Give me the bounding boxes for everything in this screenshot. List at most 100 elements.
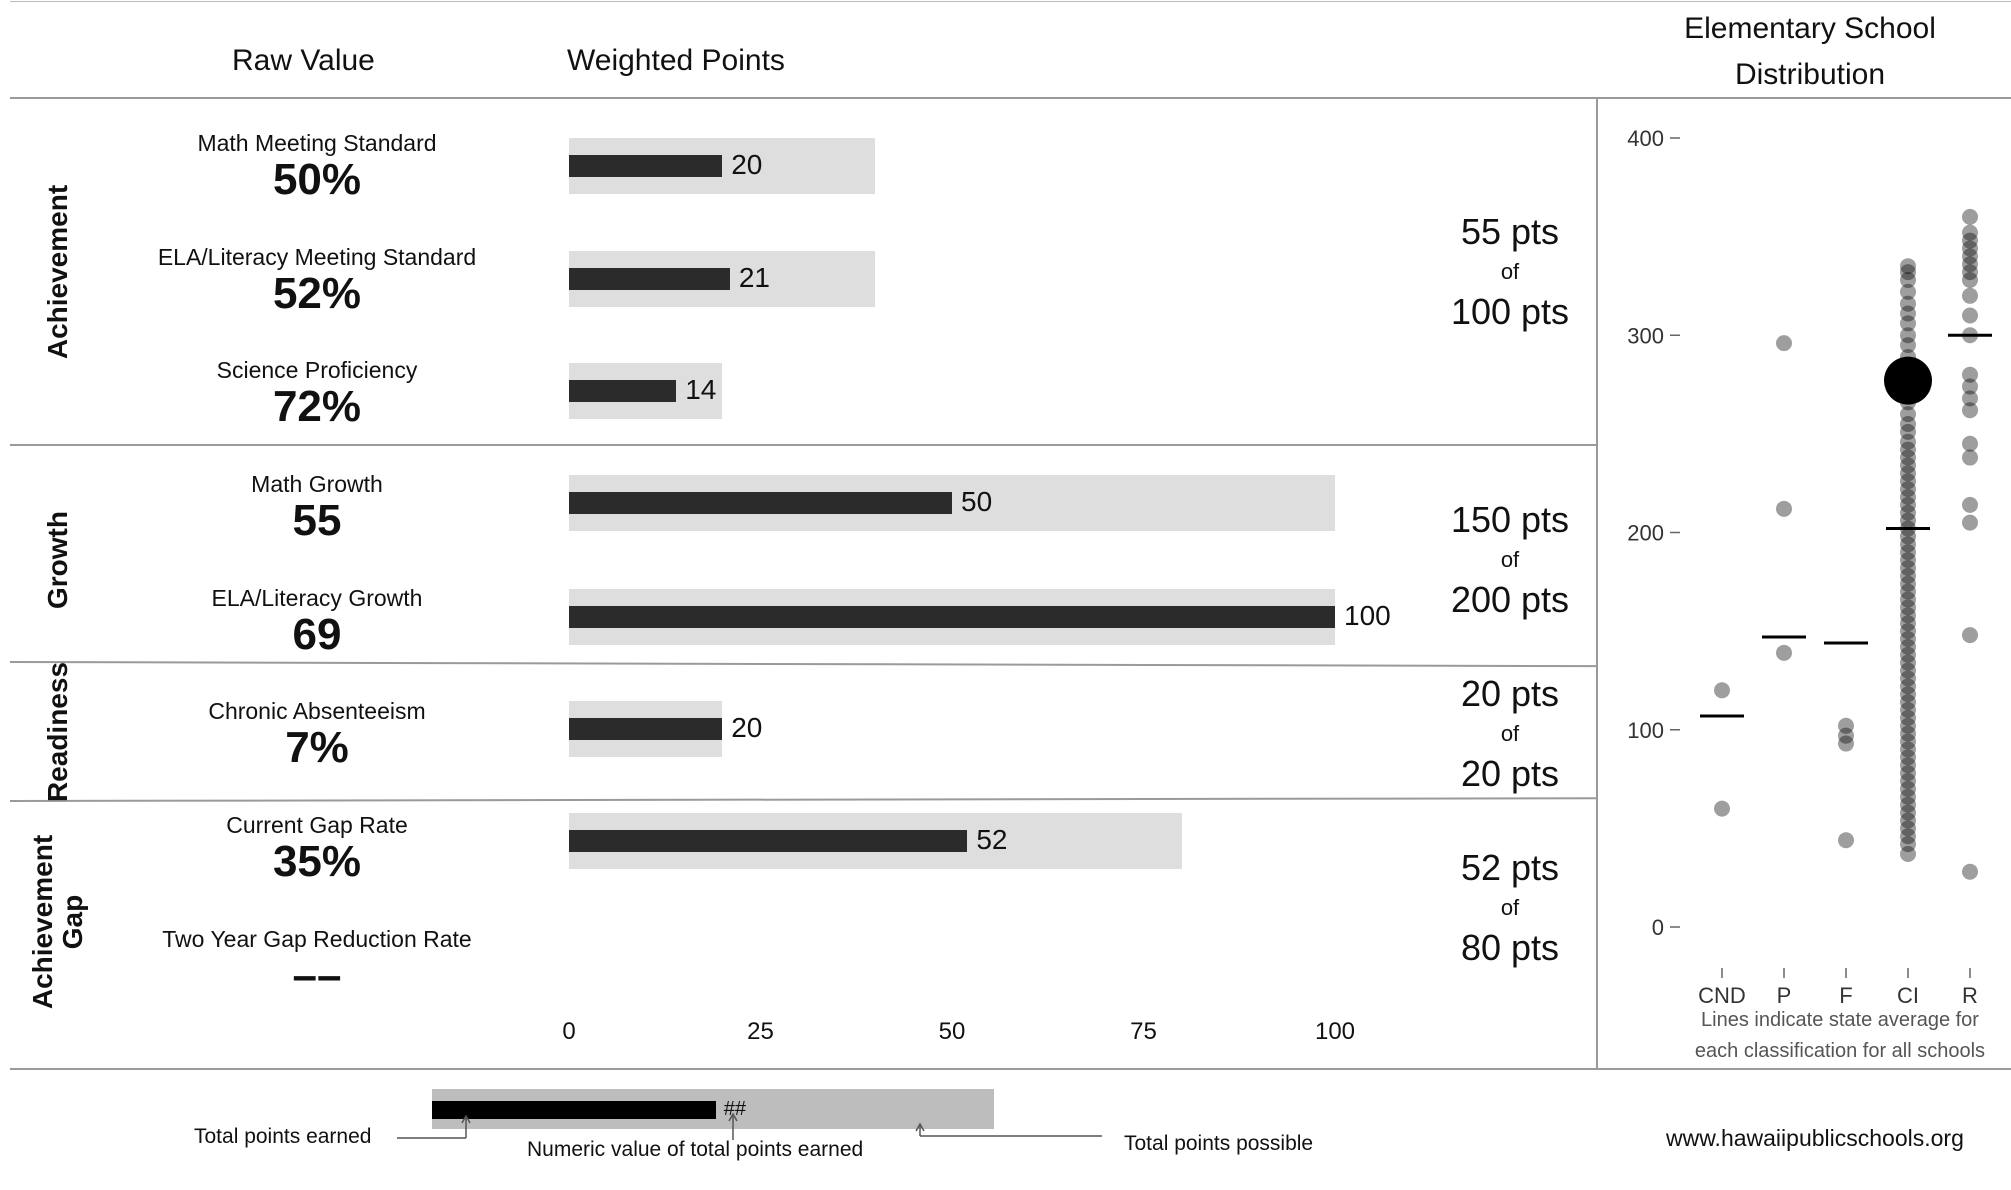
y-tick-label: 400: [1627, 126, 1664, 151]
metric-label: Chronic Absenteeism: [208, 698, 426, 724]
data-point: [1900, 788, 1916, 805]
data-point: [1900, 780, 1916, 797]
summary-possible: 100 pts: [1450, 291, 1570, 332]
bar-earned: [569, 606, 1335, 628]
summary-of: of: [1500, 895, 1520, 920]
metric-value: 69: [292, 610, 342, 659]
metric-value: ––: [292, 951, 342, 1000]
data-point: [1900, 599, 1916, 616]
data-point: [1838, 832, 1854, 849]
data-point: [1962, 449, 1978, 466]
data-point: [1962, 240, 1978, 257]
category-gap-line2: Gap: [57, 894, 88, 950]
bar-earned: [569, 492, 952, 514]
data-point: [1900, 733, 1916, 750]
summary-possible: 200 pts: [1450, 579, 1570, 620]
summary-earned: 52 pts: [1460, 847, 1560, 888]
metric-label: ELA/Literacy Growth: [211, 585, 423, 611]
data-point: [1900, 536, 1916, 553]
summary-achievement: 55 pts of 100 pts: [1410, 212, 1610, 332]
data-point: [1900, 670, 1916, 687]
summary-readiness: 20 pts of 20 pts: [1410, 674, 1610, 794]
category-readiness: Readiness: [42, 661, 73, 803]
data-point: [1900, 654, 1916, 671]
data-point: [1900, 512, 1916, 529]
data-point: [1900, 828, 1916, 845]
data-point: [1900, 575, 1916, 592]
data-point: [1962, 402, 1978, 419]
data-point: [1776, 335, 1792, 352]
data-point: [1900, 473, 1916, 490]
raw-value-header: Raw Value: [232, 44, 375, 77]
data-point: [1900, 796, 1916, 813]
distribution-title-line1: Elementary School: [1684, 12, 1936, 45]
pointer-arrowhead: [461, 1114, 471, 1124]
metric-current-gap-rate: Current Gap Rate 35%: [107, 812, 527, 886]
category-growth: Growth: [42, 511, 73, 609]
x-tick-label: P: [1777, 983, 1792, 1008]
data-point: [1962, 287, 1978, 304]
data-point: [1962, 390, 1978, 407]
x-tick-label: CND: [1698, 983, 1746, 1008]
bar-value-label: 100: [1344, 600, 1391, 631]
x-tick-label: 100: [1314, 1018, 1356, 1045]
data-point: [1900, 433, 1916, 450]
y-tick-label: 200: [1627, 521, 1664, 546]
data-point: [1900, 583, 1916, 600]
pointer-arrowhead: [915, 1122, 925, 1132]
y-tick-label: 300: [1627, 323, 1664, 348]
metric-label: Current Gap Rate: [226, 812, 408, 838]
data-point: [1900, 465, 1916, 482]
data-point: [1714, 800, 1730, 817]
data-point: [1900, 528, 1916, 545]
data-point: [1962, 264, 1978, 281]
distribution-title-line2: Distribution: [1734, 58, 1886, 91]
data-point: [1900, 741, 1916, 758]
metric-value: 7%: [285, 723, 349, 772]
data-point: [1900, 757, 1916, 774]
bar-value-label: 20: [731, 712, 763, 743]
data-point: [1900, 836, 1916, 853]
legend-pointers: [397, 1112, 1102, 1140]
data-point: [1900, 488, 1916, 505]
summary-earned: 20 pts: [1460, 673, 1560, 714]
category-achievement: Achievement: [42, 184, 73, 360]
metric-label: Math Meeting Standard: [197, 130, 437, 156]
metric-ela-meeting-standard: ELA/Literacy Meeting Standard 52%: [107, 244, 527, 318]
data-point: [1962, 496, 1978, 513]
data-point: [1900, 327, 1916, 344]
bar-earned: [569, 380, 677, 402]
y-tick-label: 100: [1627, 718, 1664, 743]
school-highlight-point: [1884, 356, 1932, 405]
data-point: [1900, 560, 1916, 577]
bar-earned: [569, 268, 730, 290]
metric-math-growth: Math Growth 55: [107, 471, 527, 545]
metric-label: Science Proficiency: [216, 357, 418, 383]
data-point: [1900, 646, 1916, 663]
data-point: [1900, 765, 1916, 782]
data-point: [1900, 615, 1916, 632]
data-point: [1962, 435, 1978, 452]
x-tick-label: 75: [1130, 1018, 1157, 1045]
summary-of: of: [1500, 547, 1520, 572]
data-point: [1900, 544, 1916, 561]
data-point: [1900, 441, 1916, 458]
summary-of: of: [1500, 721, 1520, 746]
data-point: [1962, 863, 1978, 880]
data-point: [1900, 283, 1916, 300]
data-point: [1900, 272, 1916, 289]
data-point: [1900, 686, 1916, 703]
data-point: [1962, 208, 1978, 225]
x-tick-label: F: [1839, 983, 1852, 1008]
metric-gap-reduction-rate: Two Year Gap Reduction Rate ––: [107, 926, 527, 1000]
category-achievement-gap: Achievement Gap: [27, 835, 88, 1009]
data-point: [1962, 514, 1978, 531]
data-point: [1776, 500, 1792, 517]
data-point: [1776, 644, 1792, 661]
bar-value-label: 21: [738, 262, 771, 293]
data-point: [1900, 258, 1916, 275]
data-point: [1900, 591, 1916, 608]
distribution-chart: 0 100 200 300 400 CND P F CI R: [1627, 126, 1992, 1008]
data-point: [1900, 717, 1916, 734]
summary-achievement-gap: 52 pts of 80 pts: [1410, 848, 1610, 968]
